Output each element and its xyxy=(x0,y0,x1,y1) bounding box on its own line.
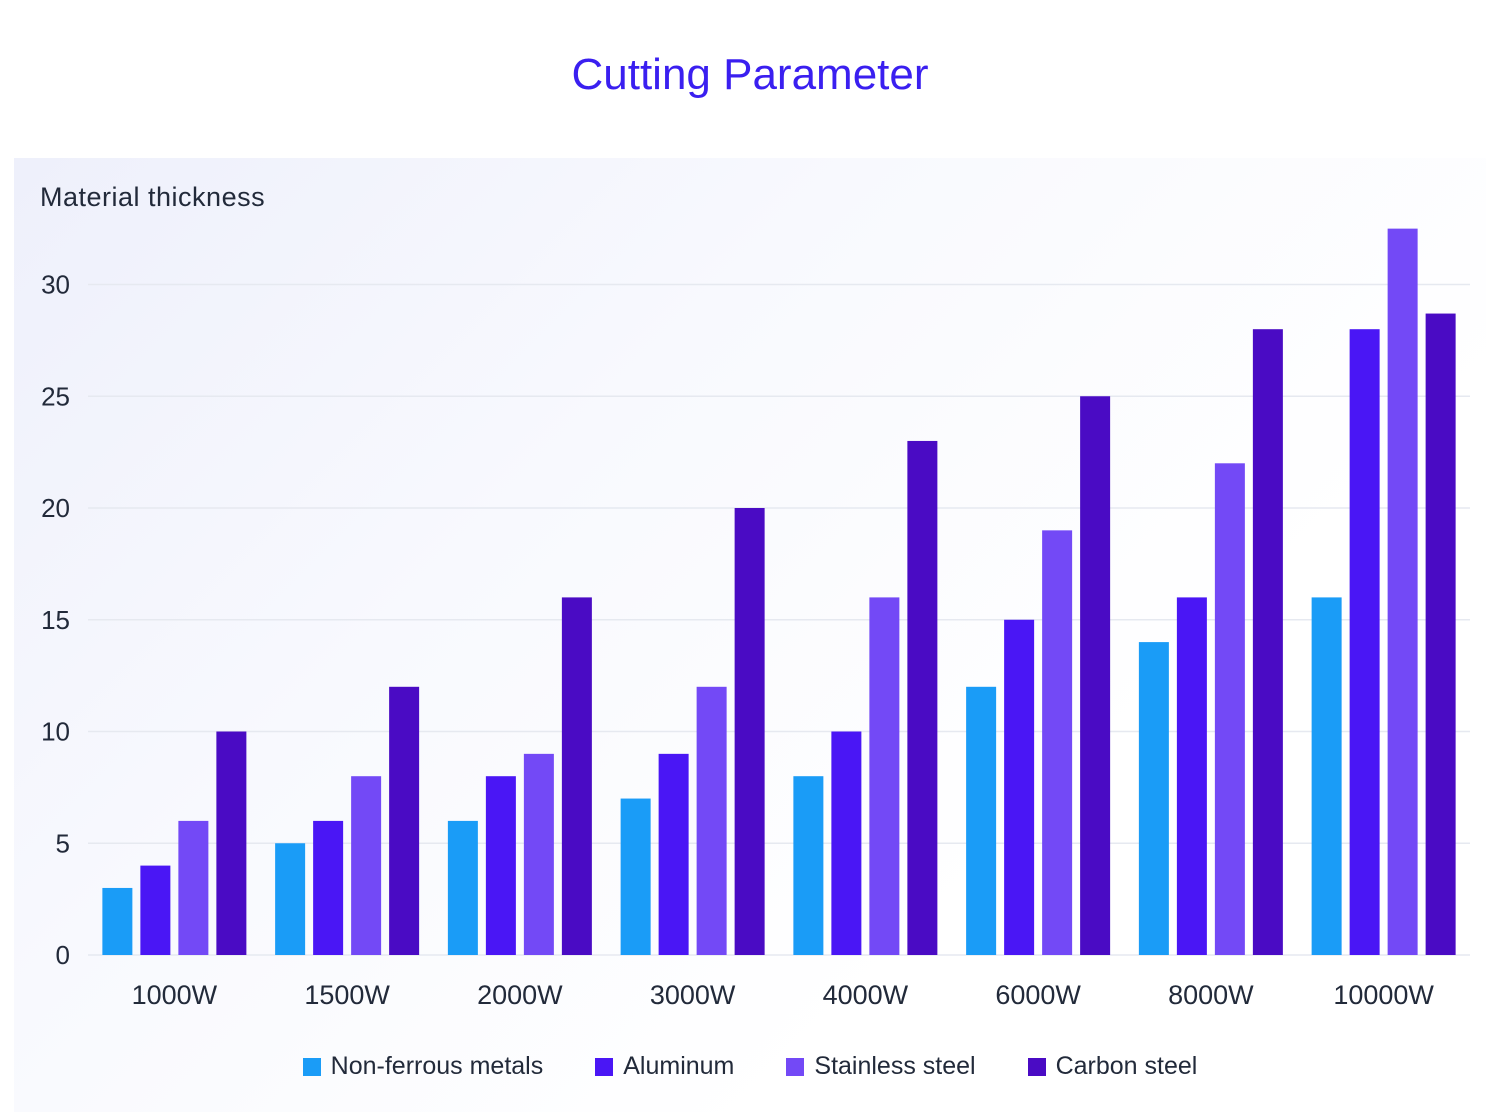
x-tick-label: 1000W xyxy=(132,980,218,1010)
chart-title: Cutting Parameter xyxy=(571,50,929,99)
legend-label: Carbon steel xyxy=(1055,1052,1198,1080)
legend-label: Aluminum xyxy=(623,1052,735,1080)
bar xyxy=(1176,597,1207,955)
x-tick-label: 3000W xyxy=(650,980,736,1010)
bar xyxy=(1425,313,1456,955)
x-tick-label: 1500W xyxy=(304,980,390,1010)
bar xyxy=(1214,463,1245,955)
bar xyxy=(1138,642,1169,955)
bar xyxy=(178,820,209,955)
bar xyxy=(523,753,554,955)
bar xyxy=(485,776,516,955)
y-tick-label: 10 xyxy=(41,717,70,747)
bar xyxy=(102,887,133,955)
legend-swatch xyxy=(1027,1057,1046,1076)
bar xyxy=(1387,228,1418,955)
bar xyxy=(447,820,478,955)
legend-swatch xyxy=(595,1057,614,1076)
legend-swatch xyxy=(786,1057,805,1076)
bar xyxy=(389,686,420,955)
bar xyxy=(734,508,765,955)
legend-label: Non-ferrous metals xyxy=(330,1052,544,1080)
bar xyxy=(869,597,900,955)
legend-label: Stainless steel xyxy=(814,1052,976,1080)
bar xyxy=(1080,396,1111,955)
y-tick-label: 20 xyxy=(41,493,70,523)
bar xyxy=(1311,597,1342,955)
bar xyxy=(831,731,862,955)
y-tick-label: 15 xyxy=(41,605,70,635)
bar xyxy=(216,731,247,955)
x-tick-label: 6000W xyxy=(995,980,1081,1010)
legend-item: Aluminum xyxy=(595,1052,734,1081)
bar xyxy=(658,753,689,955)
legend-item: Stainless steel xyxy=(786,1052,976,1081)
x-tick-label: 4000W xyxy=(823,980,909,1010)
legend-swatch xyxy=(302,1057,321,1076)
bar xyxy=(1252,329,1283,955)
y-tick-label: 5 xyxy=(56,828,70,858)
bar xyxy=(620,798,651,955)
legend-item: Non-ferrous metals xyxy=(302,1052,544,1081)
bar xyxy=(793,776,824,955)
y-tick-label: 30 xyxy=(41,270,70,300)
bar xyxy=(561,597,592,955)
bar xyxy=(1349,329,1380,955)
bar xyxy=(275,843,306,955)
bar xyxy=(1004,619,1035,955)
x-tick-label: 2000W xyxy=(477,980,563,1010)
y-tick-label: 25 xyxy=(41,381,70,411)
y-axis-label: Material thickness xyxy=(40,182,266,212)
legend-item: Carbon steel xyxy=(1027,1052,1198,1081)
bar xyxy=(351,776,382,955)
x-tick-label: 10000W xyxy=(1333,980,1434,1010)
bar xyxy=(907,440,938,955)
y-tick-label: 0 xyxy=(56,940,70,970)
bar xyxy=(140,865,171,955)
bar xyxy=(313,820,344,955)
legend: Non-ferrous metals Aluminum Stainless stee… xyxy=(0,1052,1500,1081)
bar xyxy=(1042,530,1073,955)
x-tick-label: 8000W xyxy=(1168,980,1254,1010)
bar xyxy=(966,686,997,955)
bar xyxy=(696,686,727,955)
